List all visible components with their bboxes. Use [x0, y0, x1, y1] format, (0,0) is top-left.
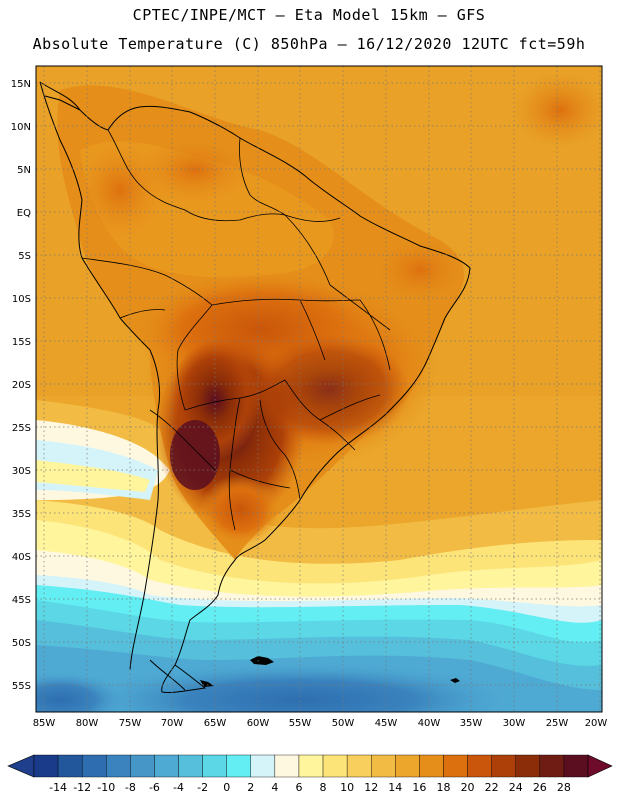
lat-label: 45S — [12, 595, 31, 606]
colorbar-label: 4 — [271, 781, 278, 794]
colorbar-swatch — [539, 754, 565, 778]
lon-label: 60W — [247, 718, 270, 729]
colorbar-swatch — [346, 754, 372, 778]
country-borders — [81, 129, 391, 531]
lat-label: 10S — [12, 294, 31, 305]
colorbar-label: 22 — [485, 781, 499, 794]
colorbar-label: 12 — [364, 781, 378, 794]
colorbar-swatch — [130, 754, 155, 778]
colorbar-swatch — [106, 754, 131, 778]
lon-label: 55W — [289, 718, 312, 729]
colorbar-label: 8 — [320, 781, 327, 794]
lat-label: 15S — [12, 337, 31, 348]
colorbar-over-arrow — [587, 754, 613, 778]
lon-label: 75W — [119, 718, 142, 729]
lon-label: 50W — [332, 718, 355, 729]
colorbar-under-arrow — [7, 754, 35, 778]
colorbar-swatch — [57, 754, 83, 778]
colorbar-swatch — [371, 754, 396, 778]
colorbar-swatch — [563, 754, 589, 778]
colorbar-label: -6 — [149, 781, 160, 794]
lon-label: 40W — [418, 718, 441, 729]
lat-label: 40S — [12, 552, 31, 563]
colorbar-label: 6 — [295, 781, 302, 794]
colorbar-swatch — [419, 754, 444, 778]
colorbar-swatch — [298, 754, 324, 778]
colorbar-label: 16 — [412, 781, 426, 794]
colorbar-label: -12 — [73, 781, 91, 794]
map-frame — [35, 65, 603, 713]
latitude-axis: 15N 10N 5N EQ 5S 10S 15S 20S 25S 30S 35S… — [11, 79, 31, 692]
colorbar-label: -2 — [197, 781, 208, 794]
lat-label: 30S — [12, 466, 31, 477]
colorbar-swatch — [395, 754, 420, 778]
lat-label: 55S — [12, 681, 31, 692]
coastline — [39, 81, 471, 693]
colorbar-label: -10 — [97, 781, 115, 794]
colorbar-label: -8 — [125, 781, 136, 794]
colorbar-label: -14 — [49, 781, 67, 794]
colorbar-label: 26 — [533, 781, 547, 794]
colorbar-swatch — [154, 754, 179, 778]
colorbar-swatch — [515, 754, 541, 778]
lat-label: 35S — [12, 509, 31, 520]
colorbar-swatch — [202, 754, 227, 778]
colorbar-swatch — [274, 754, 300, 778]
lon-label: 80W — [76, 718, 99, 729]
colorbar-swatch — [178, 754, 203, 778]
lat-label: 5N — [17, 165, 31, 176]
lon-label: 25W — [546, 718, 569, 729]
colorbar-label: 18 — [436, 781, 450, 794]
colorbar-label: -4 — [173, 781, 184, 794]
lat-label: 25S — [12, 423, 31, 434]
colorbar-swatch — [467, 754, 492, 778]
colorbar-swatch — [81, 754, 107, 778]
lat-label: 15N — [11, 79, 31, 90]
colorbar-label: 24 — [509, 781, 523, 794]
longitude-axis: 85W 80W 75W 70W 65W 60W 55W 50W 45W 40W … — [33, 718, 608, 729]
lat-label: 10N — [11, 122, 31, 133]
temperature-field — [36, 66, 602, 712]
lon-label: 85W — [33, 718, 56, 729]
lon-label: 30W — [503, 718, 526, 729]
lat-label: 5S — [18, 251, 31, 262]
lon-label: 70W — [161, 718, 184, 729]
chart-title-line1: CPTEC/INPE/MCT – Eta Model 15km – GFS — [132, 6, 486, 24]
colorbar-swatch — [491, 754, 516, 778]
chart-title-line2: Absolute Temperature (C) 850hPa – 16/12/… — [32, 35, 586, 53]
lon-label: 20W — [585, 718, 608, 729]
lat-label: 20S — [12, 380, 31, 391]
colorbar-label: 20 — [461, 781, 475, 794]
colorbar-swatch — [322, 754, 348, 778]
colorbar-label: 28 — [557, 781, 571, 794]
colorbar-label: 10 — [340, 781, 354, 794]
lon-label: 35W — [460, 718, 483, 729]
lon-label: 65W — [204, 718, 227, 729]
lat-label: EQ — [17, 208, 31, 219]
colorbar: -14 -12 -10 -8 -6 -4 -2 0 2 4 6 8 10 12 14 16 18 20 22 24 26… — [7, 754, 613, 794]
colorbar-swatch — [33, 754, 59, 778]
colorbar-label: 14 — [388, 781, 402, 794]
lat-label: 50S — [12, 638, 31, 649]
colorbar-swatch — [443, 754, 468, 778]
colorbar-swatch — [226, 754, 251, 778]
colorbar-label: 2 — [247, 781, 254, 794]
colorbar-swatch — [250, 754, 276, 778]
lon-label: 45W — [375, 718, 398, 729]
colorbar-label: 0 — [223, 781, 230, 794]
